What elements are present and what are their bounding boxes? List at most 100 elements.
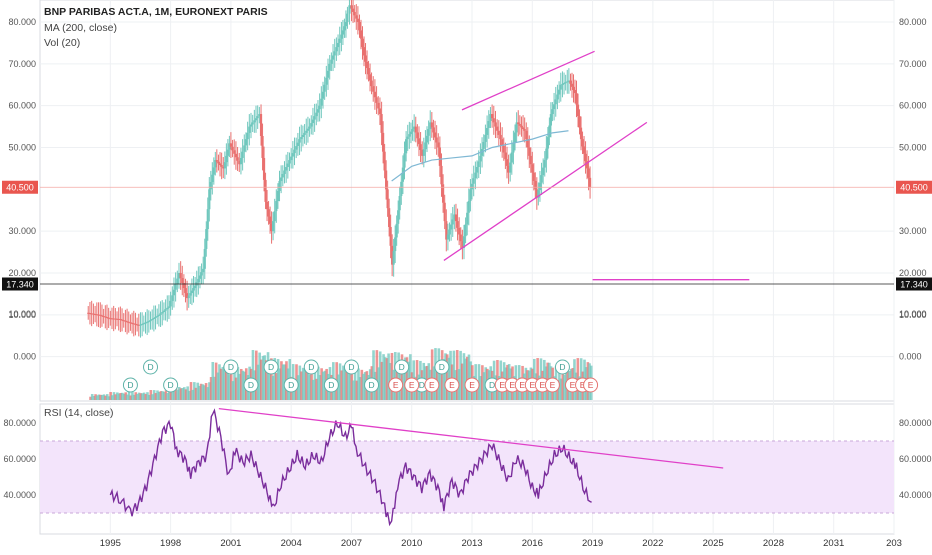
- price-candle: [223, 162, 226, 169]
- volume-bar: [122, 393, 126, 400]
- volume-bar: [271, 375, 275, 400]
- volume-bar: [203, 385, 206, 400]
- volume-bar: [382, 354, 385, 400]
- price-candle: [149, 320, 152, 322]
- volume-bar: [316, 366, 320, 400]
- earnings-marker-label: E: [540, 380, 546, 390]
- price-candle: [190, 290, 194, 294]
- price-candle: [100, 315, 104, 317]
- volume-bar: [233, 366, 236, 400]
- volume-bar: [320, 368, 323, 400]
- price-candle: [401, 167, 404, 182]
- volume-bar: [481, 365, 484, 400]
- price-candle: [209, 182, 212, 190]
- last-price-badge-left: [2, 180, 38, 194]
- dividend-marker-label: D: [288, 380, 294, 390]
- volume-bar: [216, 372, 220, 400]
- volume-bar: [206, 387, 210, 400]
- price-candle: [380, 114, 383, 133]
- rsi-trendline: [218, 407, 724, 469]
- price-candle: [217, 161, 220, 164]
- price-candle: [358, 22, 361, 31]
- volume-bar: [111, 395, 114, 400]
- price-candle: [166, 307, 169, 310]
- price-candle: [497, 130, 500, 135]
- price-candle: [552, 104, 556, 110]
- price-candle: [320, 98, 323, 106]
- price-candle: [469, 189, 472, 202]
- ma-legend: MA (200, close): [44, 22, 117, 34]
- price-candle: [392, 251, 395, 265]
- volume-bar: [445, 354, 449, 400]
- price-candle: [283, 170, 286, 174]
- volume-bar: [234, 377, 238, 400]
- price-candle: [99, 314, 102, 316]
- volume-bar: [340, 370, 344, 400]
- volume-bar: [350, 368, 354, 400]
- price-candle: [296, 142, 299, 147]
- price-candle: [581, 139, 584, 147]
- price-candle: [395, 223, 398, 238]
- dividend-marker-label: D: [248, 380, 254, 390]
- price-candle: [484, 134, 487, 142]
- price-candle: [271, 221, 275, 232]
- volume-bar: [92, 396, 96, 400]
- price-candle: [256, 116, 259, 119]
- earnings-marker-label: E: [429, 380, 435, 390]
- ma-200-line: [391, 130, 569, 182]
- price-tick-label-right: 60.000: [899, 101, 927, 111]
- price-candle: [562, 83, 566, 85]
- price-candle: [236, 157, 239, 161]
- last-price-label-right: 40.500: [900, 183, 928, 193]
- price-candle: [233, 150, 236, 154]
- price-candle: [474, 172, 477, 179]
- earnings-marker-label: E: [519, 380, 525, 390]
- time-tick-label: 2016: [522, 538, 543, 549]
- price-candle: [479, 155, 482, 162]
- volume-bar: [409, 354, 412, 400]
- price-candle: [397, 210, 400, 224]
- rsi-tick-label-right: 80.0000: [899, 418, 932, 428]
- price-candle: [179, 273, 182, 279]
- price-candle: [308, 126, 311, 129]
- price-candle: [88, 313, 92, 315]
- earnings-marker: [388, 377, 404, 393]
- price-candle: [285, 167, 288, 171]
- price-candle: [432, 127, 435, 133]
- volume-bar: [357, 368, 360, 400]
- price-candle: [477, 161, 480, 168]
- dividend-marker: [554, 359, 570, 375]
- price-candle: [414, 126, 417, 133]
- earnings-marker: [464, 377, 480, 393]
- volume-bar: [459, 350, 462, 400]
- volume-bar: [229, 366, 233, 400]
- time-tick-label: 2022: [642, 538, 663, 549]
- price-candle: [451, 219, 454, 225]
- volume-bar: [136, 393, 139, 400]
- volume-bar: [134, 392, 138, 400]
- price-candle: [261, 135, 264, 158]
- volume-bar: [137, 392, 141, 400]
- price-candle: [438, 147, 441, 166]
- price-candle: [182, 283, 185, 289]
- price-candle: [259, 114, 263, 136]
- volume-bar: [342, 365, 345, 400]
- price-candle: [154, 316, 157, 318]
- price-candle: [364, 55, 367, 62]
- volume-bar: [218, 364, 221, 400]
- time-tick-label: 2028: [763, 538, 784, 549]
- price-candle: [433, 132, 437, 138]
- volume-bar: [100, 395, 104, 400]
- volume-bar: [387, 353, 390, 400]
- price-candle: [169, 300, 172, 307]
- price-candle: [229, 143, 232, 147]
- price-candle: [559, 84, 562, 90]
- rsi-band: [40, 441, 894, 513]
- earnings-marker-label: E: [529, 380, 535, 390]
- price-candle: [534, 180, 537, 190]
- price-candle: [372, 86, 375, 92]
- earnings-marker: [404, 377, 420, 393]
- price-candle: [87, 312, 90, 314]
